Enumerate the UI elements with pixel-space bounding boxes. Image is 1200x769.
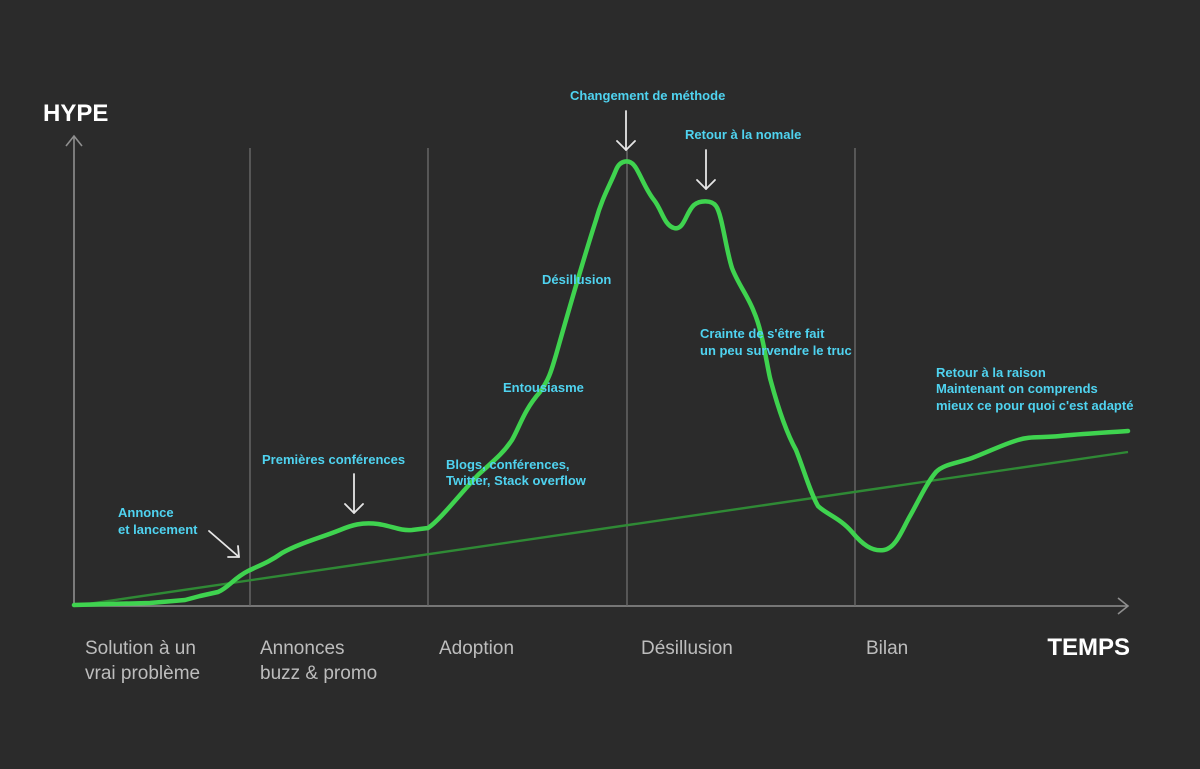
arrow-conferences xyxy=(344,473,364,514)
phase-label-annonces: Annonces buzz & promo xyxy=(260,638,377,684)
annotation-changement: Changement de méthode xyxy=(570,88,725,103)
arrow-normale xyxy=(696,149,716,190)
annotation-arrows xyxy=(208,110,716,558)
phase-label-solution: Solution à un vrai problème xyxy=(85,638,201,684)
phase-label-adoption: Adoption xyxy=(439,638,514,659)
y-axis-title: HYPE xyxy=(43,100,108,127)
phase-labels: Solution à un vrai problème Annonces buz… xyxy=(85,638,908,684)
annotations: Annonce et lancement Premières conférenc… xyxy=(118,88,1133,537)
y-axis-arrowhead xyxy=(65,134,83,147)
phase-label-bilan: Bilan xyxy=(866,638,908,659)
annotation-desillusion: Désillusion xyxy=(542,272,611,287)
x-axis-arrowhead xyxy=(1117,597,1130,615)
annotation-raison: Retour à la raison Maintenant on compren… xyxy=(936,365,1133,413)
annotation-blogs: Blogs, conférences, Twitter, Stack overf… xyxy=(446,457,587,488)
arrow-annonce xyxy=(208,530,240,558)
x-axis-title: TEMPS xyxy=(1047,634,1130,661)
hype-curve xyxy=(71,159,1131,608)
trend-line xyxy=(73,450,1129,608)
annotation-conferences: Premières conférences xyxy=(262,452,405,467)
annotation-crainte: Crainte de s'être fait un peu survendre … xyxy=(700,326,852,358)
annotation-normale: Retour à la nomale xyxy=(685,127,801,142)
annotation-entousiasme: Entousiasme xyxy=(503,380,584,395)
annotation-annonce: Annonce et lancement xyxy=(118,505,198,537)
phase-label-desillusion: Désillusion xyxy=(641,638,733,659)
phase-dividers xyxy=(249,148,856,606)
arrow-changement xyxy=(616,110,636,151)
